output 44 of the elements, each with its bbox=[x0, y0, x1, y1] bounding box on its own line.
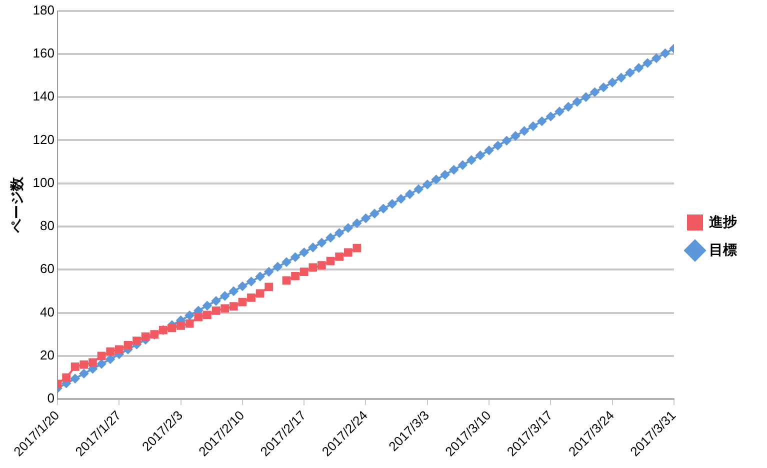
legend-label: 進捗 bbox=[708, 213, 737, 230]
legend-label: 目標 bbox=[709, 241, 737, 258]
point bbox=[308, 263, 318, 272]
point bbox=[62, 373, 70, 382]
point bbox=[176, 322, 185, 330]
y-tick-label: 60 bbox=[40, 261, 54, 276]
point bbox=[238, 298, 247, 306]
point bbox=[124, 340, 132, 350]
y-tick-label: 160 bbox=[32, 46, 54, 61]
y-tick-label: 0 bbox=[47, 390, 54, 406]
point bbox=[335, 252, 344, 261]
y-tick-label: 80 bbox=[40, 218, 54, 234]
point bbox=[88, 358, 97, 367]
point bbox=[80, 360, 88, 369]
point bbox=[185, 319, 194, 328]
y-axis-title: ページ数 bbox=[8, 176, 24, 234]
point bbox=[326, 256, 335, 266]
point bbox=[168, 324, 176, 332]
point bbox=[300, 268, 308, 276]
point bbox=[291, 272, 300, 280]
point bbox=[344, 248, 352, 257]
point bbox=[132, 336, 141, 346]
y-tick-label: 20 bbox=[40, 348, 54, 363]
point bbox=[141, 332, 150, 341]
point bbox=[212, 306, 220, 315]
point bbox=[203, 310, 212, 320]
y-tick-label: 140 bbox=[32, 88, 54, 104]
y-tick-label: 40 bbox=[40, 304, 54, 320]
point bbox=[282, 276, 291, 285]
y-tick-label: 120 bbox=[32, 132, 54, 147]
point bbox=[194, 312, 203, 322]
point bbox=[352, 244, 362, 252]
y-tick-label: 100 bbox=[32, 174, 54, 190]
point bbox=[114, 345, 124, 354]
point bbox=[70, 362, 80, 371]
point bbox=[318, 261, 326, 270]
y-tick-label: 180 bbox=[32, 2, 54, 18]
point bbox=[256, 289, 264, 298]
point bbox=[106, 347, 115, 356]
point bbox=[220, 304, 230, 313]
point bbox=[264, 282, 274, 292]
point bbox=[97, 352, 106, 360]
point bbox=[229, 302, 238, 310]
point bbox=[247, 294, 256, 302]
